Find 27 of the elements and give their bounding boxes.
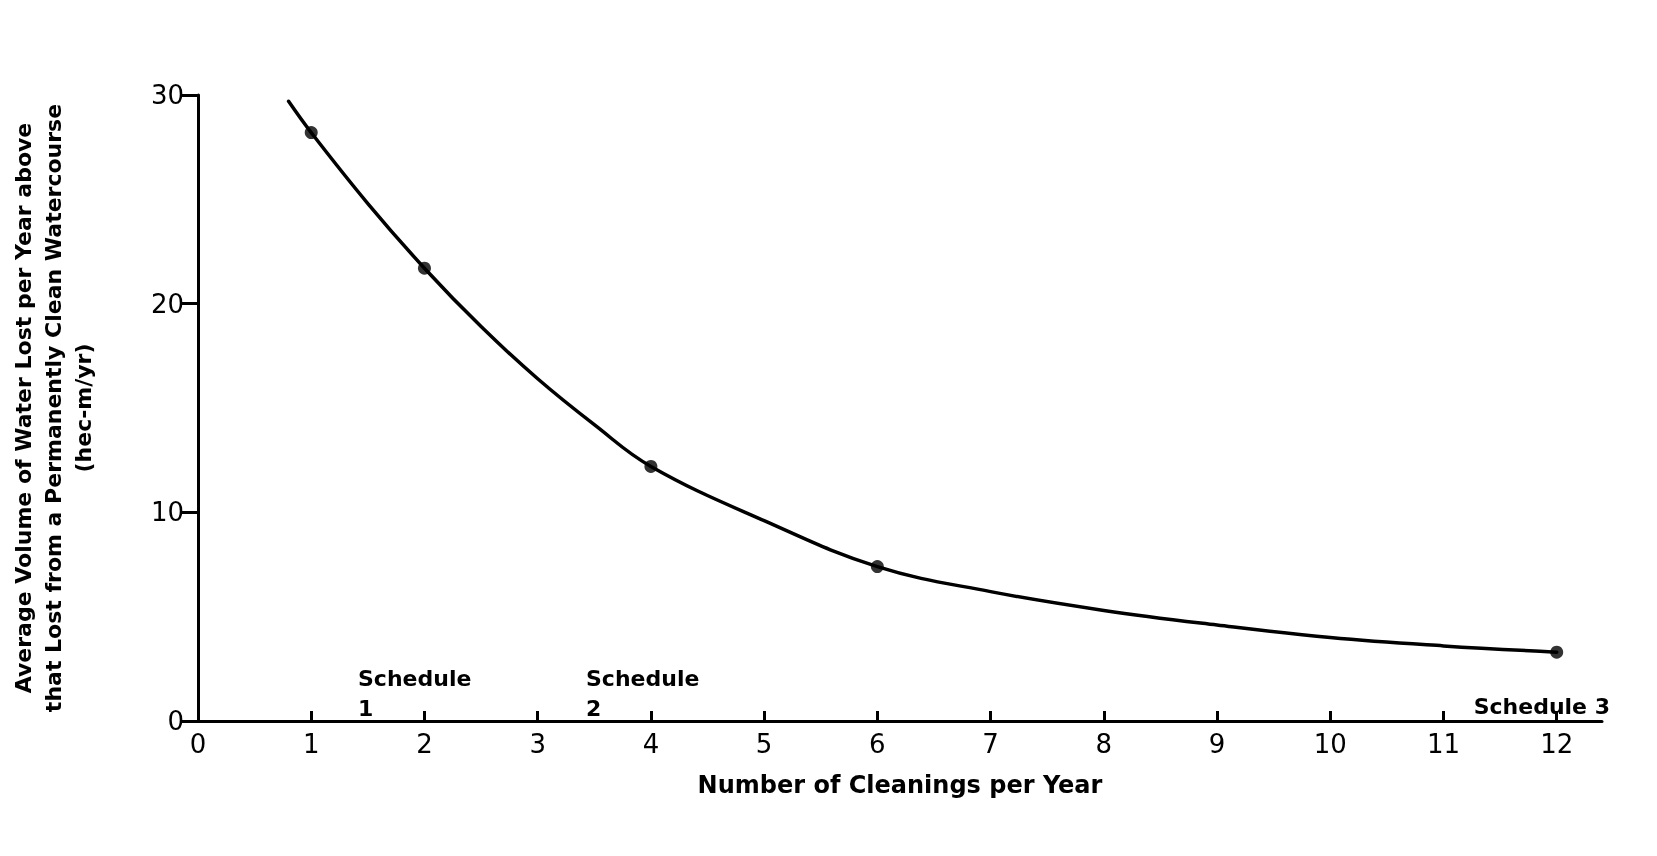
point [644,459,658,473]
x-tick-label: 5 [755,729,773,759]
point [870,560,884,574]
y-tick-label: 30 [150,80,184,110]
x-tick-label: 8 [1095,729,1113,759]
point [417,261,431,275]
x-tick-label: 4 [642,729,660,759]
x-tick-label: 6 [869,729,886,759]
x-tick-label: 0 [189,729,207,759]
point [304,126,318,140]
x-tick-label: 12 [1540,729,1574,759]
x-tick-label: 11 [1426,729,1461,759]
point [1550,645,1564,659]
y-tick-label: 20 [150,288,184,319]
x-tick-label: 9 [1208,729,1226,759]
x-tick-label: 1 [302,729,320,759]
x-axis-title: Number of Cleanings per Year [697,771,1103,799]
x-tick-label: 3 [529,729,546,759]
annotation: Schedule 3 [1473,693,1610,719]
x-tick-label: 2 [416,729,433,759]
annotation: Schedule 2 [586,665,700,721]
annotation: Schedule 1 [358,665,472,721]
y-axis-title: Average Volume of Water Lost per Year above that Lost from a Permanently Clean Watercourse (hec-m/yr) [10,103,96,713]
y-tick-label: 10 [150,497,184,528]
x-tick-label: 10 [1313,729,1347,759]
x-tick-label: 7 [982,729,999,759]
y-tick-label: 0 [167,706,184,736]
